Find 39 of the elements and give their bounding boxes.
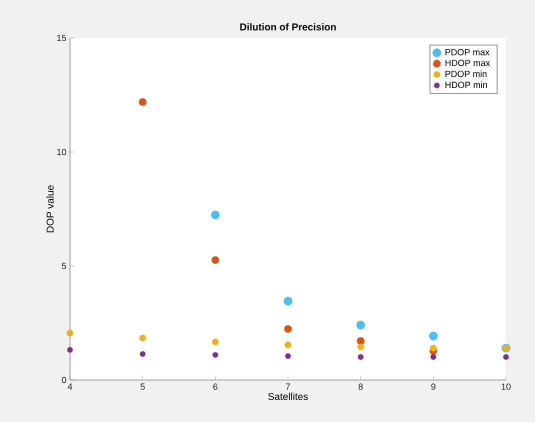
point xyxy=(503,354,509,360)
point xyxy=(430,354,436,360)
chart-title: Dilution of Precision xyxy=(240,23,336,30)
legend-label: HDOP min xyxy=(445,81,488,88)
point xyxy=(356,320,366,330)
x-tick-label: 8 xyxy=(358,384,363,390)
y-tick-label: 15 xyxy=(57,34,66,42)
point xyxy=(428,332,438,340)
legend-label: PDOP min xyxy=(445,70,487,78)
point xyxy=(210,210,220,220)
point xyxy=(212,352,218,358)
x-axis-title: Satellites xyxy=(268,392,308,400)
point xyxy=(140,351,146,357)
point xyxy=(430,344,437,352)
point xyxy=(285,353,291,359)
x-tick-label: 5 xyxy=(140,384,145,390)
x-tick-label: 10 xyxy=(502,384,511,390)
point xyxy=(357,344,364,350)
y-tick-label: 0 xyxy=(62,376,66,384)
point xyxy=(284,325,292,333)
point xyxy=(358,354,364,360)
point xyxy=(284,342,292,348)
legend-label: PDOP max xyxy=(445,49,490,56)
point xyxy=(211,256,220,264)
point xyxy=(139,334,146,342)
point xyxy=(284,296,292,306)
point xyxy=(212,338,219,346)
y-tick-label: 5 xyxy=(62,262,66,270)
legend-label: HDOP max xyxy=(445,60,490,66)
y-tick-label: 10 xyxy=(57,148,66,156)
x-tick-label: 7 xyxy=(286,384,290,390)
y-axis-title: DOP value xyxy=(46,185,54,232)
x-tick-label: 4 xyxy=(68,384,72,390)
x-tick-label: 9 xyxy=(431,384,436,390)
point xyxy=(67,347,73,353)
x-tick-label: 6 xyxy=(213,384,218,390)
point xyxy=(356,337,365,345)
point xyxy=(66,330,74,336)
point xyxy=(138,98,147,106)
